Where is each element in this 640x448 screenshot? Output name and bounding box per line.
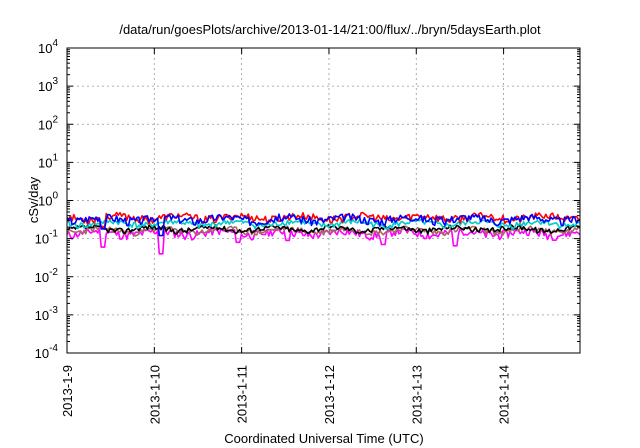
chart-title: /data/run/goesPlots/archive/2013-01-14/2… xyxy=(119,22,541,37)
y-tick-label: 100 xyxy=(38,191,58,209)
y-tick-label: 103 xyxy=(38,76,58,94)
y-tick-exponent: -4 xyxy=(49,343,58,354)
y-tick-exponent: 2 xyxy=(52,114,58,125)
x-tick-label: 2013-1-10 xyxy=(147,365,162,424)
x-tick-label: 2013-1-14 xyxy=(497,365,512,424)
y-tick-label: 10-1 xyxy=(35,229,59,247)
y-tick-exponent: 3 xyxy=(52,76,58,87)
series-group xyxy=(66,211,581,255)
x-ticks: 2013-1-9 2013-1-10 2013-1-11 2013-1-12 2013-… xyxy=(60,48,512,424)
y-tick-exponent: 0 xyxy=(52,191,58,202)
y-tick-exponent: 4 xyxy=(52,38,58,49)
x-tick-label: 2013-1-13 xyxy=(409,365,424,424)
y-tick-label: 102 xyxy=(38,114,58,132)
y-tick-exponent: -1 xyxy=(49,229,58,240)
y-tick-label: 101 xyxy=(38,152,58,170)
y-tick-label: 10-2 xyxy=(35,267,59,285)
series-line xyxy=(66,227,581,255)
y-tick-label: 10-3 xyxy=(35,305,59,323)
x-tick-label: 2013-1-11 xyxy=(235,365,250,423)
y-tick-exponent: -3 xyxy=(49,305,58,316)
y-tick-exponent: 1 xyxy=(52,152,58,163)
y-axis-label: cSv/day xyxy=(26,176,41,223)
y-tick-label: 104 xyxy=(38,38,58,56)
x-tick-label: 2013-1-12 xyxy=(322,365,337,424)
y-tick-exponent: -2 xyxy=(49,267,58,278)
y-tick-label: 10-4 xyxy=(35,343,59,361)
x-tick-label: 2013-1-9 xyxy=(60,365,75,417)
series-line xyxy=(67,224,581,235)
series-line xyxy=(66,213,581,237)
x-axis-label: Coordinated Universal Time (UTC) xyxy=(224,431,423,446)
grid xyxy=(67,48,580,353)
